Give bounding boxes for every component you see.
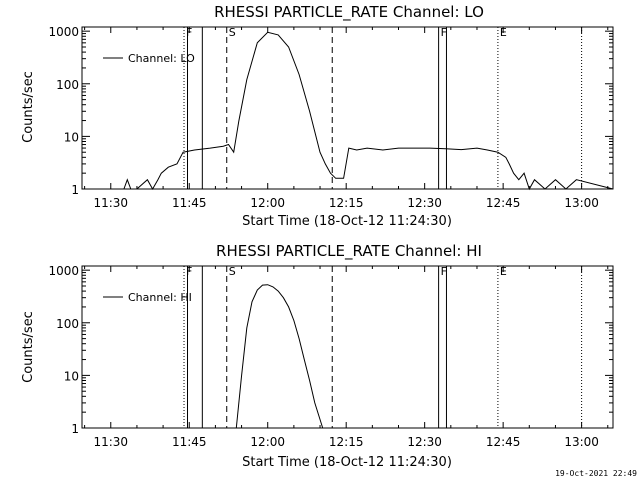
lo-x-tick-label: 13:00: [564, 196, 599, 210]
hi-y-tick-label: 10: [64, 369, 79, 383]
hi-chart-title: RHESSI PARTICLE_RATE Channel: HI: [216, 242, 482, 261]
lo-y-tick-label: 1: [71, 183, 79, 197]
footer-timestamp: 19-Oct-2021 22:49: [555, 469, 637, 478]
lo-channel-panel: RHESSI PARTICLE_RATE Channel: LO 11:30 11…: [21, 3, 614, 229]
lo-x-tick-label: 12:45: [486, 196, 521, 210]
lo-event-marker-label: F: [186, 26, 192, 39]
lo-chart-title: RHESSI PARTICLE_RATE Channel: LO: [214, 3, 484, 22]
lo-legend-label: Channel: LO: [128, 52, 195, 65]
hi-x-tick-label: 11:30: [93, 435, 128, 449]
hi-x-tick-label: 12:45: [486, 435, 521, 449]
hi-axes-frame: [81, 265, 614, 429]
hi-y-tick-label: 1000: [48, 264, 79, 278]
hi-x-tick-label: 12:30: [407, 435, 442, 449]
hi-channel-panel: RHESSI PARTICLE_RATE Channel: HI 11:30 11…: [21, 242, 614, 470]
lo-event-marker-label: F: [441, 26, 447, 39]
lo-x-tick-label: 12:00: [250, 196, 285, 210]
hi-x-axis-label: Start Time (18-Oct-12 11:24:30): [242, 455, 452, 470]
lo-x-tick-label: 12:15: [329, 196, 364, 210]
hi-x-tick-label: 12:15: [329, 435, 364, 449]
lo-y-axis-label: Counts/sec: [21, 71, 36, 143]
lo-y-tick-label: 1000: [48, 25, 79, 39]
lo-plot-area: 11:30 11:45 12:00 12:15 12:30 12:45 13:00 1 10 10…: [48, 25, 614, 210]
lo-event-marker-label: E: [500, 26, 507, 39]
hi-event-marker-label: F: [441, 265, 447, 278]
hi-y-axis-label: Counts/sec: [21, 311, 36, 383]
hi-x-tick-label: 12:00: [250, 435, 285, 449]
lo-x-tick-label: 12:30: [407, 196, 442, 210]
hi-event-marker-label: F: [186, 265, 192, 278]
hi-y-tick-label: 100: [56, 317, 79, 331]
lo-x-axis-label: Start Time (18-Oct-12 11:24:30): [242, 214, 452, 229]
hi-event-marker-label: S: [229, 265, 236, 278]
lo-axes-frame: [81, 26, 614, 190]
lo-y-tick-label: 10: [64, 130, 79, 144]
hi-x-tick-label: 13:00: [564, 435, 599, 449]
lo-event-marker-label: S: [229, 26, 236, 39]
lo-series-line: [82, 31, 614, 191]
lo-y-tick-label: 100: [56, 78, 79, 92]
lo-x-tick-label: 11:45: [172, 196, 207, 210]
hi-event-marker-label: E: [500, 265, 507, 278]
hi-x-tick-label: 11:45: [172, 435, 207, 449]
hi-plot-area: 11:30 11:45 12:00 12:15 12:30 12:45 13:00 1 10 10…: [48, 264, 614, 449]
hi-series-line: [235, 284, 324, 429]
hi-y-tick-label: 1: [71, 422, 79, 436]
lo-x-tick-label: 11:30: [93, 196, 128, 210]
hi-legend-label: Channel: HI: [128, 291, 192, 304]
